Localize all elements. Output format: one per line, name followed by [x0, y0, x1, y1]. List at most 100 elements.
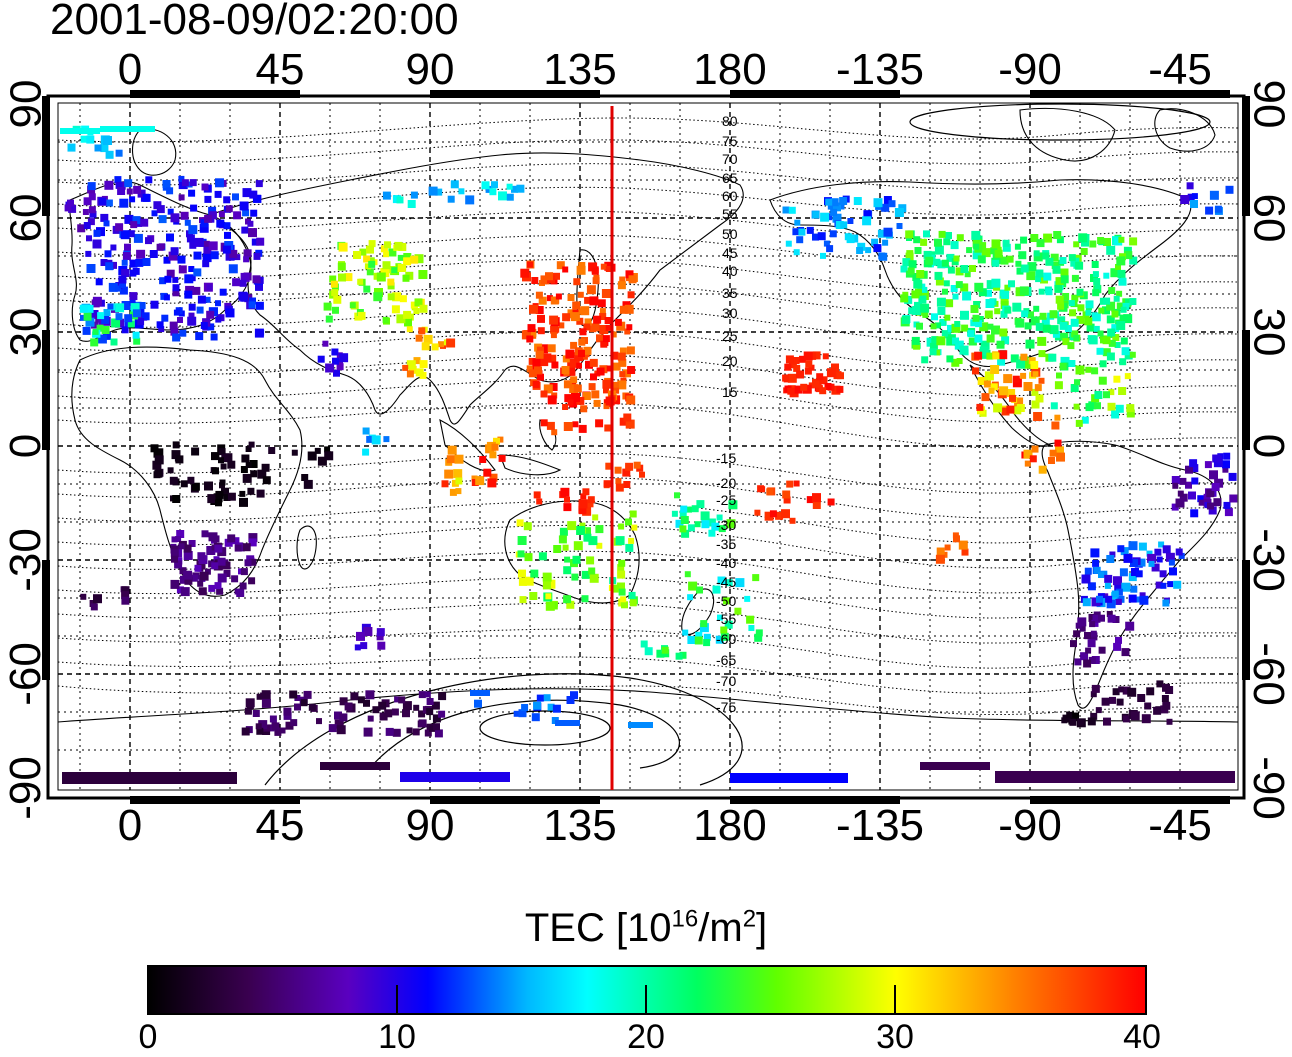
- tec-point: [252, 275, 261, 284]
- tec-point: [793, 364, 801, 372]
- tec-point: [983, 380, 991, 388]
- tec-point: [581, 570, 590, 579]
- tec-point: [829, 230, 837, 238]
- tec-point: [820, 252, 826, 259]
- tec-point: [241, 727, 250, 736]
- tec-point: [992, 352, 1000, 360]
- tec-point: [170, 327, 179, 336]
- tec-point: [1213, 498, 1222, 507]
- tec-point: [734, 607, 742, 615]
- tec-point: [996, 340, 1005, 349]
- tec-point: [935, 554, 945, 564]
- tec-point: [188, 312, 195, 319]
- tec-point: [954, 340, 964, 350]
- tec-point: [1116, 302, 1124, 310]
- tec-point: [103, 136, 112, 145]
- tec-point: [1019, 286, 1029, 296]
- tec-point: [856, 247, 864, 254]
- tec-point: [446, 338, 456, 348]
- tec-point: [585, 360, 593, 369]
- tec-point: [193, 251, 202, 260]
- tec-point: [1118, 387, 1127, 395]
- tec-point: [1052, 330, 1060, 338]
- tec-point: [578, 350, 585, 357]
- tec-point: [929, 342, 938, 351]
- tec-point: [605, 266, 612, 272]
- tec-point: [204, 214, 213, 223]
- tec-point: [1056, 372, 1062, 379]
- tec-point: [612, 362, 621, 371]
- tec-point: [87, 218, 95, 226]
- tec-point: [1033, 250, 1040, 257]
- tec-point: [1188, 491, 1196, 500]
- tec-point: [1030, 361, 1039, 369]
- tec-point: [408, 365, 417, 374]
- tec-point: [363, 699, 370, 707]
- tec-point: [163, 294, 170, 301]
- tec-point: [1124, 351, 1133, 360]
- tec-point: [622, 468, 631, 477]
- tec-point: [825, 198, 833, 206]
- tec-point: [1180, 195, 1190, 204]
- tec-point: [614, 318, 622, 326]
- tec-point: [712, 585, 721, 594]
- tec-point: [966, 247, 973, 254]
- tec-point: [1012, 378, 1022, 388]
- tec-point: [184, 219, 191, 226]
- tec-point: [1122, 715, 1130, 723]
- tec-point: [100, 259, 108, 266]
- tec-point: [1035, 276, 1042, 283]
- tec-point: [819, 387, 827, 395]
- tec-point: [1167, 581, 1174, 588]
- tec-point: [506, 193, 514, 201]
- tec-point: [1197, 495, 1205, 503]
- tec-point: [812, 493, 821, 503]
- tec-point: [1209, 190, 1219, 200]
- contour-label: 80: [722, 113, 738, 129]
- tec-point: [535, 291, 543, 299]
- tec-point: [97, 334, 107, 344]
- tec-point: [1032, 371, 1039, 378]
- tec-point: [950, 241, 959, 250]
- tec-point: [863, 210, 872, 219]
- tec-point: [455, 488, 462, 495]
- tec-point: [207, 494, 217, 504]
- tec-point: [141, 312, 150, 321]
- tec-point: [95, 278, 103, 286]
- tec-point: [830, 198, 839, 207]
- tec-point: [218, 457, 224, 464]
- tec-point: [403, 257, 412, 266]
- tec-point: [717, 614, 723, 621]
- tec-point: [682, 629, 689, 636]
- tec-point: [190, 204, 198, 212]
- tec-point: [324, 446, 331, 453]
- tec-point: [444, 469, 454, 479]
- tec-point: [576, 362, 582, 369]
- tec-point: [596, 367, 605, 376]
- tec-point: [744, 595, 751, 602]
- tec-point: [1015, 318, 1025, 328]
- tec-point: [999, 328, 1008, 337]
- tec-point: [239, 582, 247, 590]
- tec-point: [200, 219, 209, 228]
- tec-point: [449, 488, 457, 496]
- tec-point: [86, 235, 92, 242]
- tec-point: [240, 466, 248, 473]
- tec-point: [696, 500, 705, 509]
- tec-point: [618, 559, 626, 567]
- tec-point: [633, 461, 641, 469]
- tec-point: [950, 285, 958, 292]
- tec-point: [629, 510, 637, 518]
- tec-point: [720, 626, 728, 634]
- tec-point: [220, 463, 227, 470]
- tec-point: [1131, 568, 1139, 576]
- tec-point: [188, 189, 196, 197]
- tec-point: [955, 267, 964, 276]
- tec-point: [839, 197, 848, 205]
- tec-point: [961, 324, 969, 332]
- tec-point: [1120, 337, 1128, 345]
- tec-point: [379, 712, 388, 721]
- tec-point: [1106, 352, 1115, 361]
- tec-point: [1116, 698, 1124, 706]
- tec-point: [1118, 236, 1125, 243]
